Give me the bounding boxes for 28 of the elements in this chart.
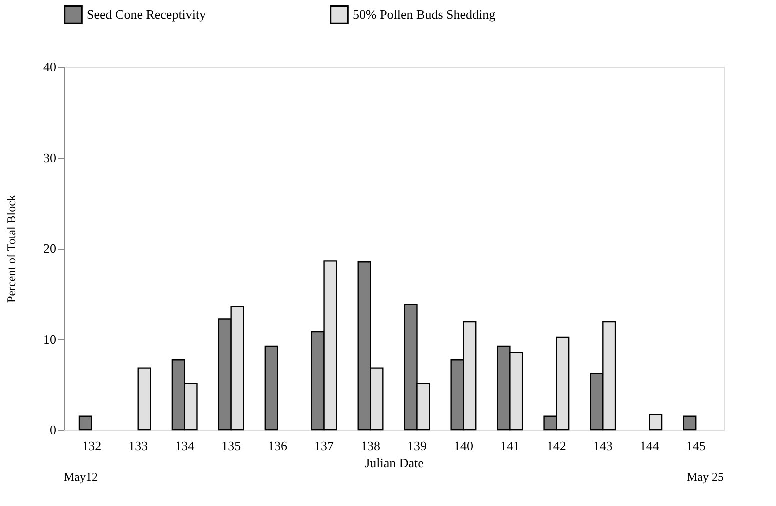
x-tick-label: 135 (222, 438, 242, 454)
x-tick-label: 139 (407, 438, 427, 454)
x-tick-label: 137 (314, 438, 335, 454)
x-tick-label: 143 (593, 438, 613, 454)
y-tick-label: 40 (44, 60, 56, 74)
legend-label: 50% Pollen Buds Shedding (353, 6, 496, 22)
legend-label: Seed Cone Receptivity (87, 6, 207, 22)
y-tick-label: 30 (44, 150, 56, 166)
text: May 25 (687, 470, 724, 484)
x-tick-label: 141 (500, 438, 520, 454)
x-tick-label: 145 (686, 438, 706, 454)
x-tick-label: 132 (82, 438, 102, 454)
y-tick-label: 10 (44, 332, 56, 347)
x-tick-label: 142 (546, 438, 566, 454)
bar (78, 416, 92, 431)
y-tick-label: 20 (44, 241, 56, 256)
x-tick-label: 136 (268, 438, 288, 454)
y-tick-label: 0 (50, 422, 56, 438)
bar (683, 416, 697, 431)
x-axis-title: Julian Date (365, 456, 424, 470)
y-axis-title: Percent of Total Block (4, 195, 18, 303)
x-tick-label: 134 (175, 438, 196, 454)
x-tick-label: 144 (640, 438, 660, 454)
x-tick-label: 138 (361, 438, 381, 454)
text: May12 (64, 470, 98, 484)
x-tick-label: 133 (128, 438, 148, 454)
bar (264, 346, 278, 431)
x-tick-label: 140 (454, 438, 474, 454)
